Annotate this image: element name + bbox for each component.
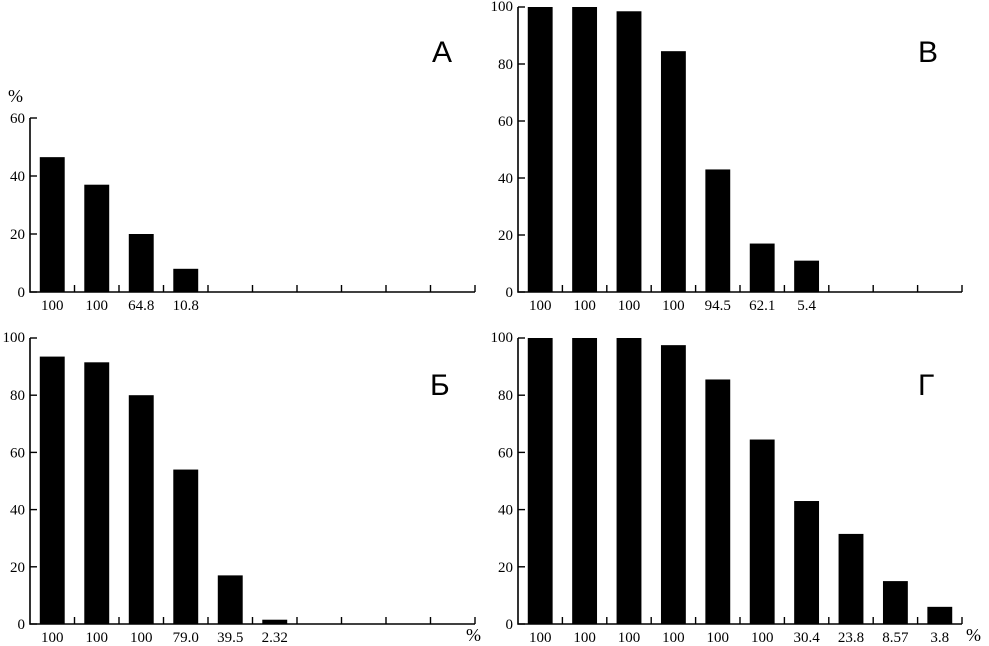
category-label-b: 100 bbox=[130, 630, 153, 646]
y-tick-label-g: 60 bbox=[498, 445, 513, 461]
category-label-g: 100 bbox=[707, 630, 730, 646]
y-tick-label-v: 0 bbox=[506, 285, 514, 301]
bar-b-6 bbox=[262, 619, 288, 624]
bar-v-2 bbox=[572, 7, 598, 292]
category-label-v: 100 bbox=[573, 298, 596, 314]
chart-panel-v: 0 20 40 60 80 100 100 100 100 100 94.5 62.1 5.4 В bbox=[491, 0, 963, 314]
category-label-v: 62.1 bbox=[749, 298, 775, 314]
y-tick-label-g: 80 bbox=[498, 388, 513, 404]
panel-letter-v: В bbox=[918, 36, 938, 69]
bar-b-3 bbox=[128, 395, 154, 624]
category-label-g: 3.8 bbox=[930, 630, 949, 646]
bar-g-3 bbox=[616, 338, 642, 624]
y-unit-label-a: % bbox=[8, 86, 23, 106]
bar-g-7 bbox=[794, 501, 820, 624]
category-label-b: 2.32 bbox=[262, 630, 288, 646]
category-label-g: 100 bbox=[573, 630, 596, 646]
bar-g-9 bbox=[882, 581, 908, 624]
category-label-b: 39.5 bbox=[217, 630, 243, 646]
chart-panel-g: 0 20 40 60 80 100 100 100 100 100 100 100 30.4 23.8 8.… bbox=[491, 330, 982, 646]
y-tick-label-v: 20 bbox=[498, 228, 513, 244]
chart-panel-a: 0 20 40 60 100 100 64.8 10.8 А% bbox=[8, 36, 476, 314]
x-unit-label-b: % bbox=[466, 625, 481, 645]
y-tick-label-b: 40 bbox=[10, 503, 25, 519]
bar-a-4 bbox=[173, 268, 199, 292]
category-label-v: 94.5 bbox=[705, 298, 731, 314]
y-tick-label-g: 0 bbox=[506, 617, 514, 633]
bar-g-6 bbox=[749, 439, 775, 624]
category-label-g: 100 bbox=[529, 630, 552, 646]
bar-v-1 bbox=[527, 7, 553, 292]
bar-b-5 bbox=[217, 575, 243, 624]
category-label-a: 10.8 bbox=[173, 298, 199, 314]
y-tick-label-v: 100 bbox=[491, 0, 514, 15]
category-label-g: 8.57 bbox=[882, 630, 909, 646]
y-tick-label-v: 40 bbox=[498, 171, 513, 187]
y-tick-label-b: 60 bbox=[10, 445, 25, 461]
x-unit-label-g: % bbox=[966, 625, 981, 645]
y-tick-label-v: 60 bbox=[498, 114, 513, 130]
bar-g-5 bbox=[705, 379, 731, 624]
category-label-a: 64.8 bbox=[128, 298, 154, 314]
panel-letter-a: А bbox=[432, 36, 452, 69]
category-label-g: 23.8 bbox=[838, 630, 864, 646]
bar-g-1 bbox=[527, 338, 553, 624]
bar-a-2 bbox=[84, 184, 110, 292]
bar-b-2 bbox=[84, 362, 110, 624]
category-label-a: 100 bbox=[41, 298, 64, 314]
category-label-g: 100 bbox=[618, 630, 641, 646]
y-tick-label-g: 100 bbox=[491, 330, 514, 346]
bar-g-2 bbox=[572, 338, 598, 624]
category-label-v: 5.4 bbox=[797, 298, 816, 314]
bar-v-6 bbox=[749, 243, 775, 292]
category-label-g: 100 bbox=[662, 630, 685, 646]
category-label-v: 100 bbox=[529, 298, 552, 314]
category-label-b: 79.0 bbox=[173, 630, 199, 646]
y-tick-label-a: 60 bbox=[10, 111, 25, 127]
y-tick-label-b: 100 bbox=[3, 330, 26, 346]
category-label-b: 100 bbox=[86, 630, 109, 646]
y-tick-label-a: 0 bbox=[18, 285, 26, 301]
bar-a-3 bbox=[128, 234, 154, 292]
panel-letter-b: Б bbox=[430, 369, 450, 402]
category-label-g: 30.4 bbox=[793, 630, 820, 646]
bar-v-4 bbox=[660, 51, 686, 292]
bar-g-8 bbox=[838, 533, 864, 624]
bar-g-4 bbox=[660, 345, 686, 624]
y-tick-label-g: 40 bbox=[498, 503, 513, 519]
bar-v-7 bbox=[794, 260, 820, 292]
category-label-v: 100 bbox=[662, 298, 685, 314]
bar-a-1 bbox=[39, 157, 65, 292]
category-label-a: 100 bbox=[86, 298, 109, 314]
y-tick-label-v: 80 bbox=[498, 57, 513, 73]
panel-letter-g: Г bbox=[918, 369, 934, 402]
y-tick-label-b: 0 bbox=[18, 617, 26, 633]
y-tick-label-b: 80 bbox=[10, 388, 25, 404]
y-tick-label-b: 20 bbox=[10, 560, 25, 576]
bar-v-5 bbox=[705, 169, 731, 292]
y-tick-label-a: 20 bbox=[10, 227, 25, 243]
bar-g-10 bbox=[927, 606, 953, 624]
category-label-v: 100 bbox=[618, 298, 641, 314]
bar-b-1 bbox=[39, 356, 65, 624]
bar-v-3 bbox=[616, 11, 642, 293]
y-tick-label-g: 20 bbox=[498, 560, 513, 576]
chart-panel-b: 0 20 40 60 80 100 100 100 100 79.0 39.5 2.32 Б% bbox=[3, 330, 482, 646]
category-label-b: 100 bbox=[41, 630, 64, 646]
y-tick-label-a: 40 bbox=[10, 169, 25, 185]
bar-b-4 bbox=[173, 469, 199, 624]
category-label-g: 100 bbox=[751, 630, 774, 646]
